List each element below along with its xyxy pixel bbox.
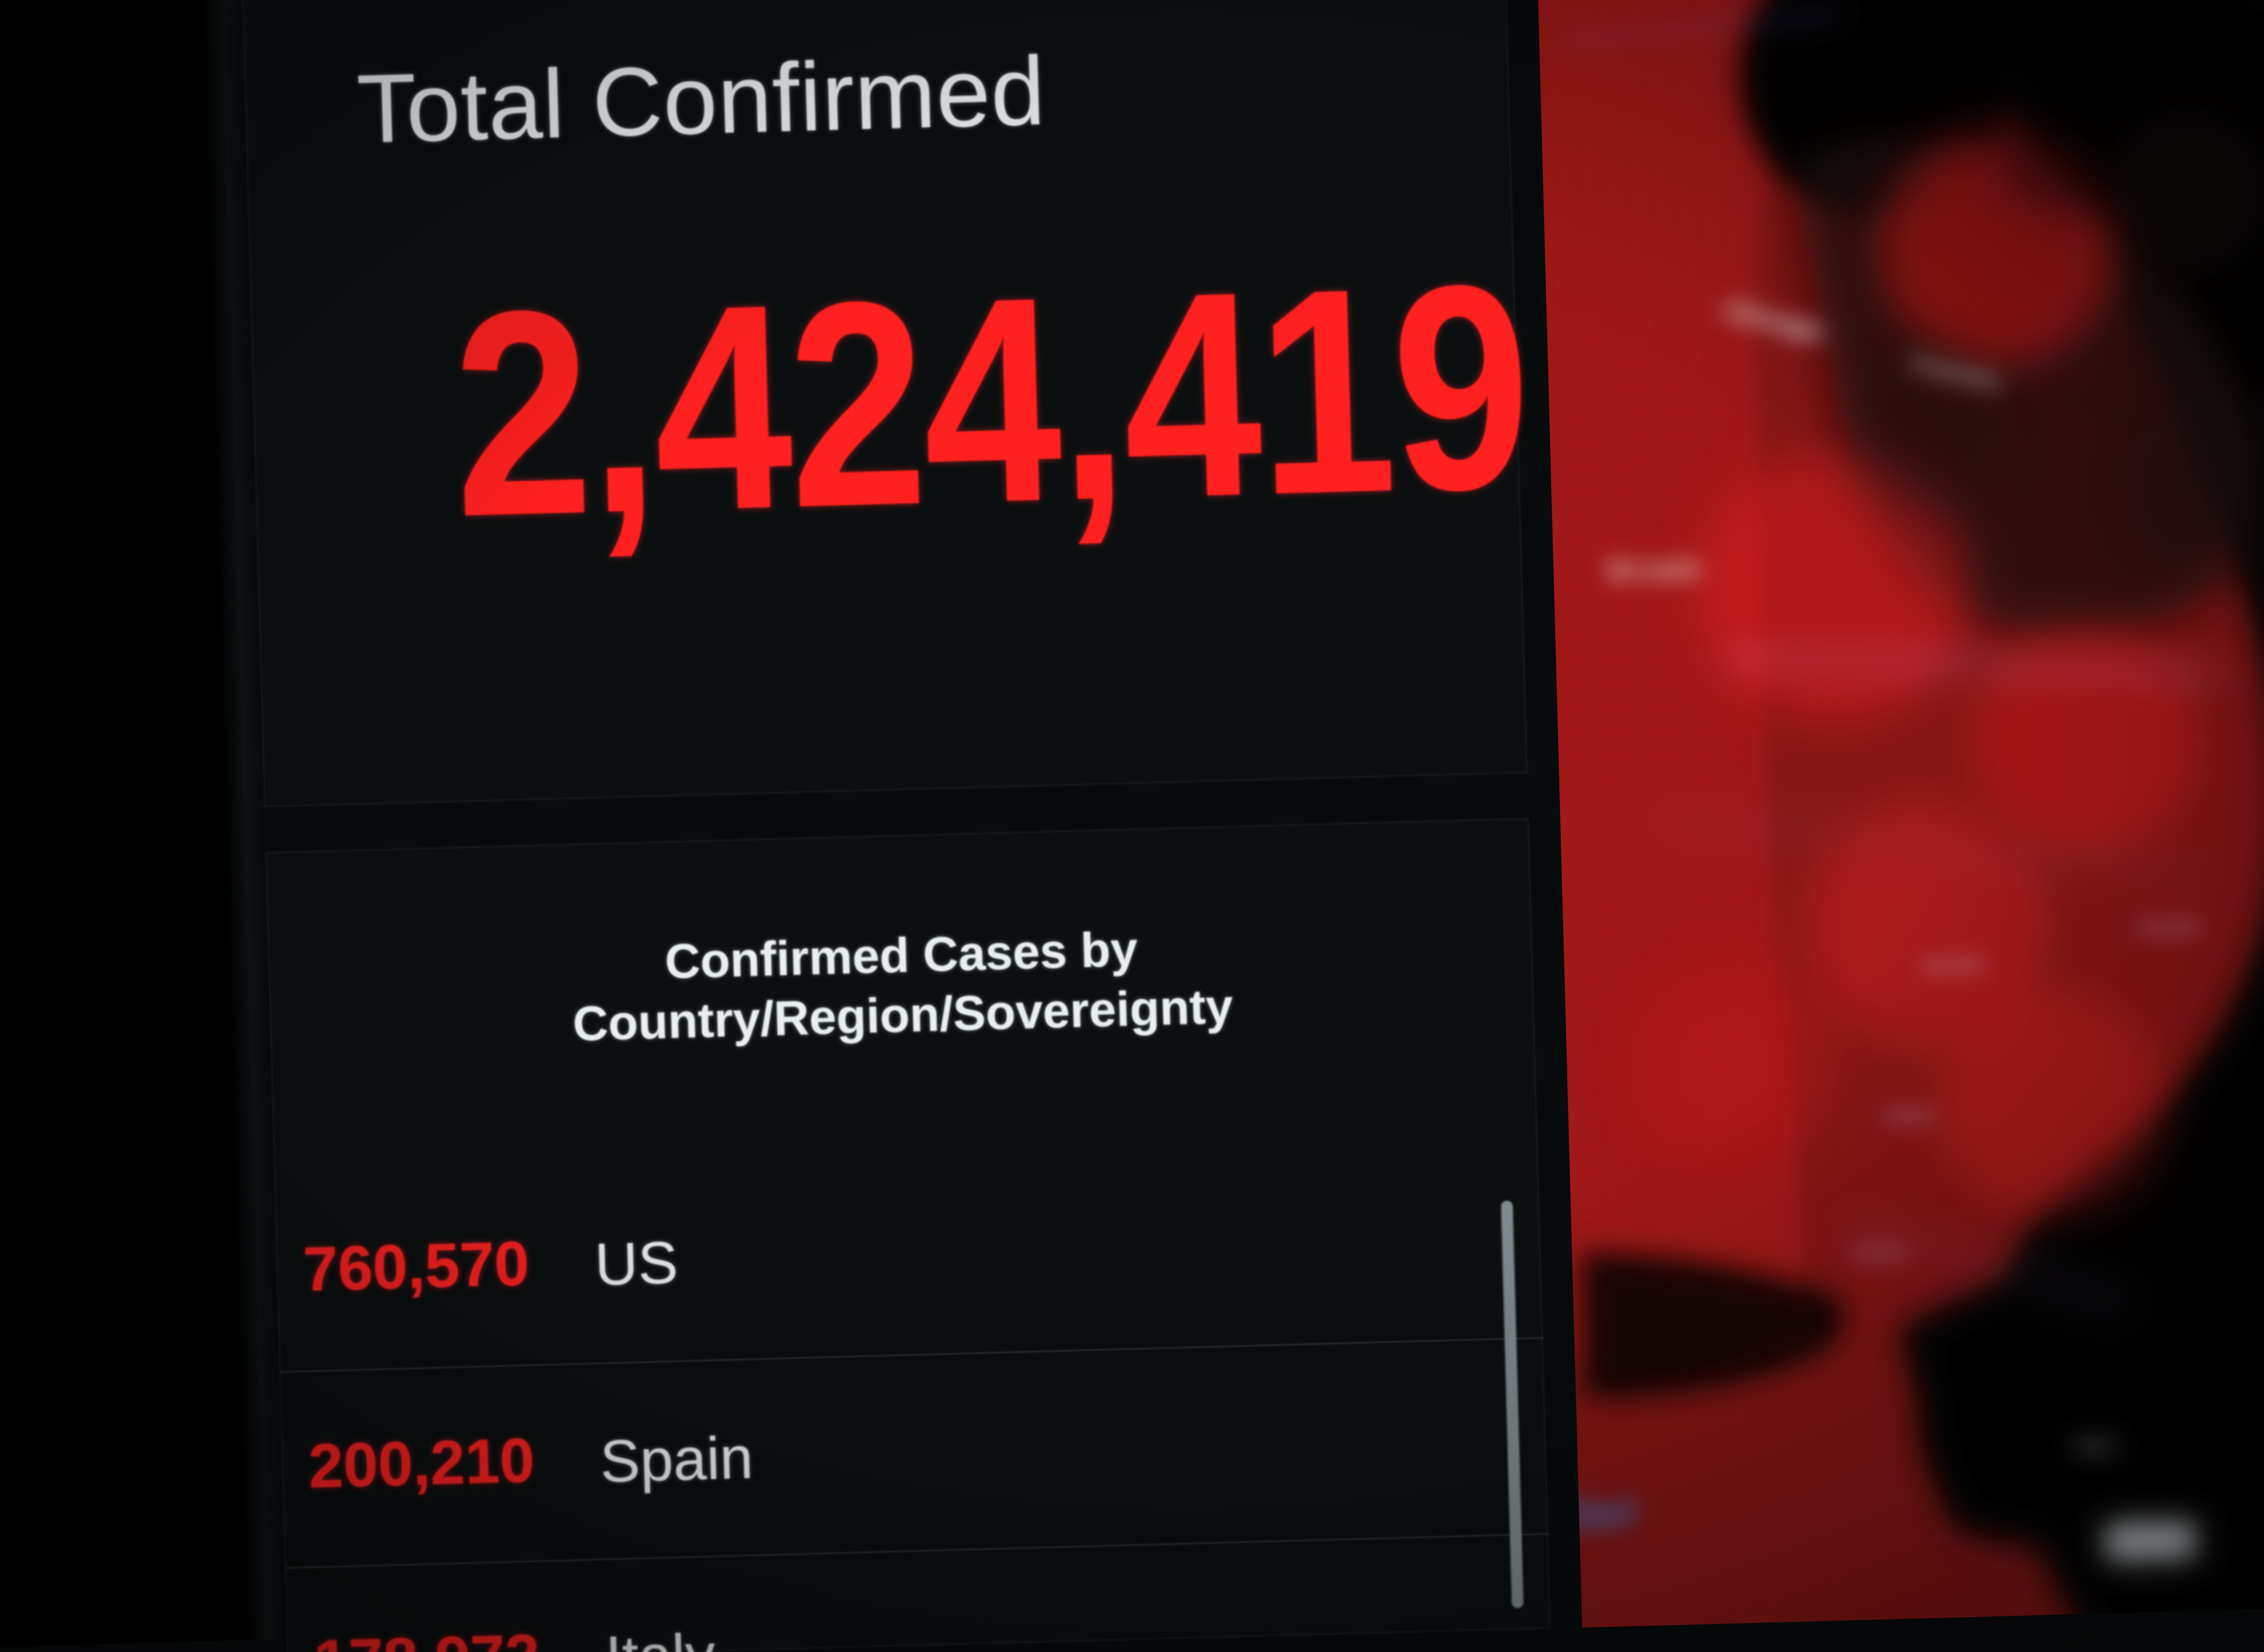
svg-text:Esri: Esri xyxy=(1556,1489,1637,1538)
svg-text:Charlotte: Charlotte xyxy=(2138,918,2201,937)
svg-text:Orlando: Orlando xyxy=(1853,1244,1905,1261)
svg-text:Nashville: Nashville xyxy=(1922,956,1985,975)
svg-text:St Louis: St Louis xyxy=(1607,555,1701,584)
svg-text:Miami: Miami xyxy=(2075,1436,2117,1455)
svg-text:Atlanta: Atlanta xyxy=(1885,1106,1933,1125)
